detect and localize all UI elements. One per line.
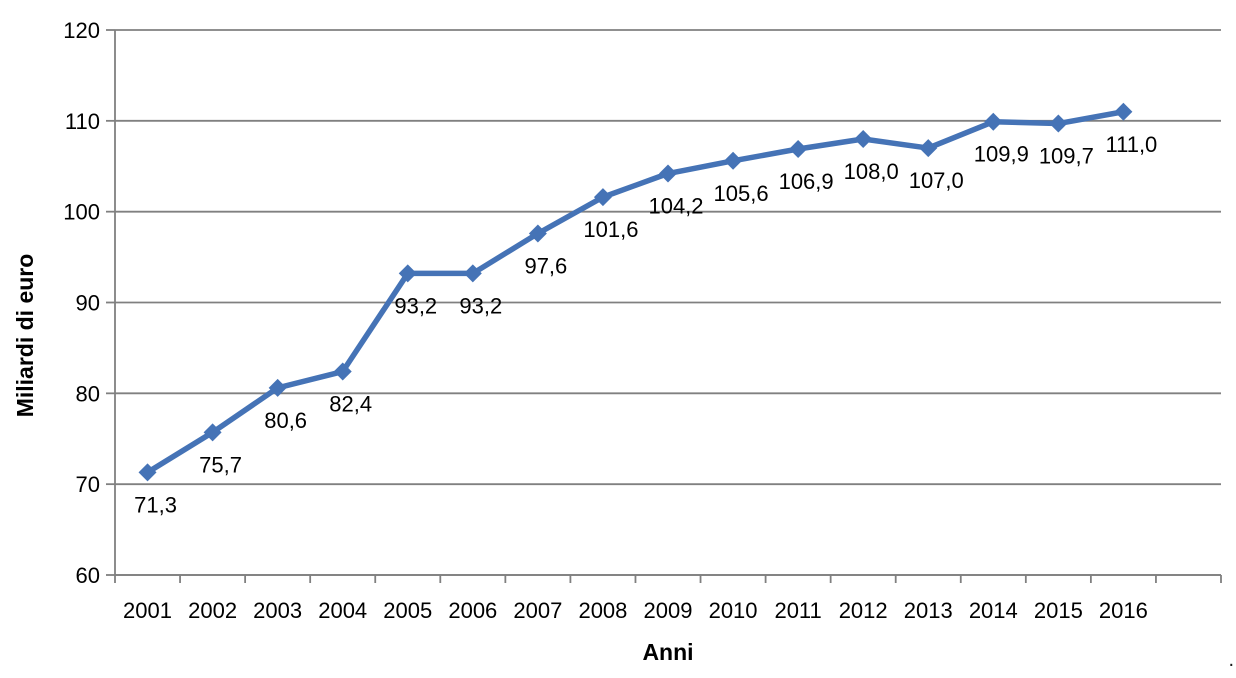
data-label-2007: 97,6 (524, 253, 567, 278)
data-label-2008: 101,6 (583, 217, 638, 242)
x-axis-title: Anni (642, 639, 693, 665)
x-tick-label: 2016 (1099, 598, 1148, 623)
data-point-marker-2016 (1114, 102, 1133, 121)
data-point-marker-2015 (1049, 114, 1068, 133)
x-tick-label: 2013 (904, 598, 953, 623)
data-label-2009: 104,2 (648, 194, 703, 219)
data-point-marker-2011 (789, 139, 808, 158)
y-tick-label: 90 (76, 291, 100, 316)
data-point-marker-2010 (724, 151, 743, 170)
corner-artifact-dot: . (1228, 649, 1234, 671)
data-label-2010: 105,6 (714, 181, 769, 206)
data-label-2001: 71,3 (134, 492, 177, 517)
data-point-marker-2004 (333, 362, 352, 381)
x-tick-label: 2014 (969, 598, 1018, 623)
data-label-2013: 107,0 (909, 168, 964, 193)
data-label-2005: 93,2 (394, 293, 437, 318)
x-tick-label: 2012 (839, 598, 888, 623)
y-tick-label: 80 (76, 381, 100, 406)
series-line (144, 109, 1127, 476)
data-point-marker-2009 (659, 164, 677, 183)
data-label-2004: 82,4 (329, 392, 372, 417)
x-tick-label: 2003 (253, 598, 302, 623)
data-label-2002: 75,7 (199, 452, 242, 477)
data-point-marker-2012 (854, 130, 873, 148)
data-point-marker-2008 (593, 188, 612, 207)
x-tick-label: 2008 (578, 598, 627, 623)
data-label-2012: 108,0 (844, 159, 899, 184)
y-axis-title: Miliardi di euro (12, 254, 38, 418)
data-point-marker-2001 (138, 463, 157, 482)
x-tick-label: 2011 (774, 598, 821, 623)
data-label-2003: 80,6 (264, 408, 307, 433)
data-point-marker-2013 (919, 139, 938, 158)
x-tick-label: 2015 (1034, 598, 1083, 623)
x-tick-label: 2007 (513, 598, 562, 623)
x-tick-label: 2009 (644, 598, 693, 623)
x-tick-label: 2004 (318, 598, 367, 623)
x-tick-label: 2002 (188, 598, 237, 623)
data-label-2011: 106,9 (779, 169, 834, 194)
data-label-2006: 93,2 (459, 293, 502, 318)
x-tick-label: 2006 (448, 598, 497, 623)
data-point-marker-2002 (203, 423, 222, 442)
y-tick-label: 100 (63, 200, 100, 225)
y-tick-label: 70 (76, 472, 100, 497)
data-point-marker-2014 (984, 112, 1003, 131)
x-tick-label: 2010 (709, 598, 758, 623)
data-point-marker-2005 (398, 264, 417, 283)
data-label-2014: 109,9 (974, 142, 1029, 167)
x-tick-label: 2001 (123, 598, 172, 623)
data-point-marker-2007 (528, 224, 547, 243)
data-label-2015: 109,7 (1039, 144, 1094, 169)
data-point-marker-2003 (268, 378, 287, 397)
y-tick-label: 60 (76, 563, 100, 588)
x-tick-label: 2005 (383, 598, 432, 623)
y-tick-label: 120 (63, 18, 100, 43)
data-label-2016: 111,0 (1106, 132, 1158, 157)
data-point-marker-2006 (463, 264, 482, 283)
y-tick-label: 110 (65, 109, 100, 134)
